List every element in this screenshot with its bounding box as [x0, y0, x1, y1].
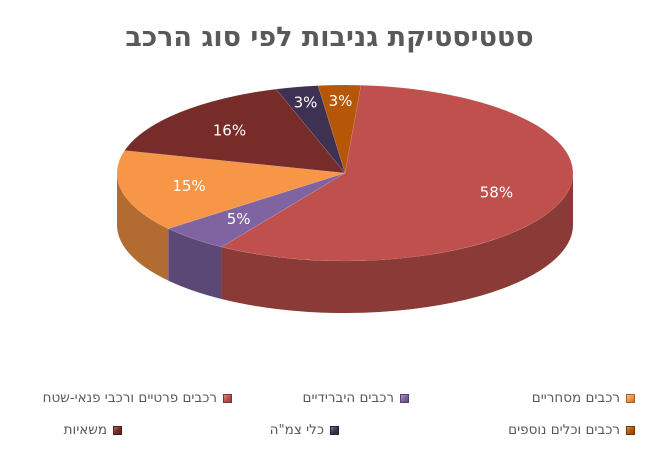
legend-swatch — [626, 393, 635, 403]
legend-swatch — [330, 425, 339, 435]
data-label: 5% — [227, 210, 251, 228]
pie-slice-side — [117, 173, 169, 281]
chart-legend: רכבים פרטיים ורכבי פנאי-שטח רכבים היבריד… — [0, 388, 659, 448]
legend-label: רכבים וכלים נוספים — [508, 422, 620, 438]
legend-item-other-vehicles: רכבים וכלים נוספים — [508, 422, 635, 438]
legend-label: רכבים מסחריים — [531, 390, 620, 406]
legend-label: רכבים פרטיים ורכבי פנאי-שטח — [42, 390, 217, 406]
legend-swatch — [223, 393, 232, 403]
pie-slice — [317, 84, 362, 174]
pie-side-group — [117, 173, 574, 314]
pie-slice — [167, 172, 346, 248]
pie-slice — [116, 150, 346, 229]
legend-label: משאיות — [63, 422, 107, 438]
data-label: 3% — [294, 93, 318, 111]
pie-plot-area: 58% 5% 15% 16% 3% 3% — [116, 84, 574, 314]
pie-top-group — [116, 84, 574, 262]
pie-label-group: 58% 5% 15% 16% 3% 3% — [172, 92, 513, 228]
data-label: 15% — [172, 177, 205, 195]
pie-slice-side — [221, 173, 574, 314]
pie-slice-side — [168, 228, 222, 299]
legend-swatch — [400, 393, 409, 403]
legend-item-trucks: משאיות — [64, 422, 122, 438]
data-label: 58% — [480, 183, 513, 201]
pie-slice — [124, 88, 346, 174]
data-label: 3% — [329, 92, 353, 110]
legend-item-private-suv: רכבים פרטיים ורכבי פנאי-שטח — [43, 390, 232, 406]
legend-swatch — [626, 425, 635, 435]
legend-label: כלי צמ"ה — [269, 422, 324, 438]
data-label: 16% — [213, 122, 246, 140]
legend-item-heavy-equipment: כלי צמ"ה — [270, 422, 339, 438]
legend-label: רכבים היברידיים — [302, 390, 394, 406]
legend-item-commercial: רכבים מסחריים — [532, 390, 635, 406]
chart-title: סטטיסטיקת גניבות לפי סוג הרכב — [125, 22, 534, 53]
pie-slice — [275, 85, 346, 174]
legend-swatch — [113, 425, 122, 435]
pie-slice — [220, 84, 574, 262]
legend-item-hybrid: רכבים היברידיים — [303, 390, 409, 406]
